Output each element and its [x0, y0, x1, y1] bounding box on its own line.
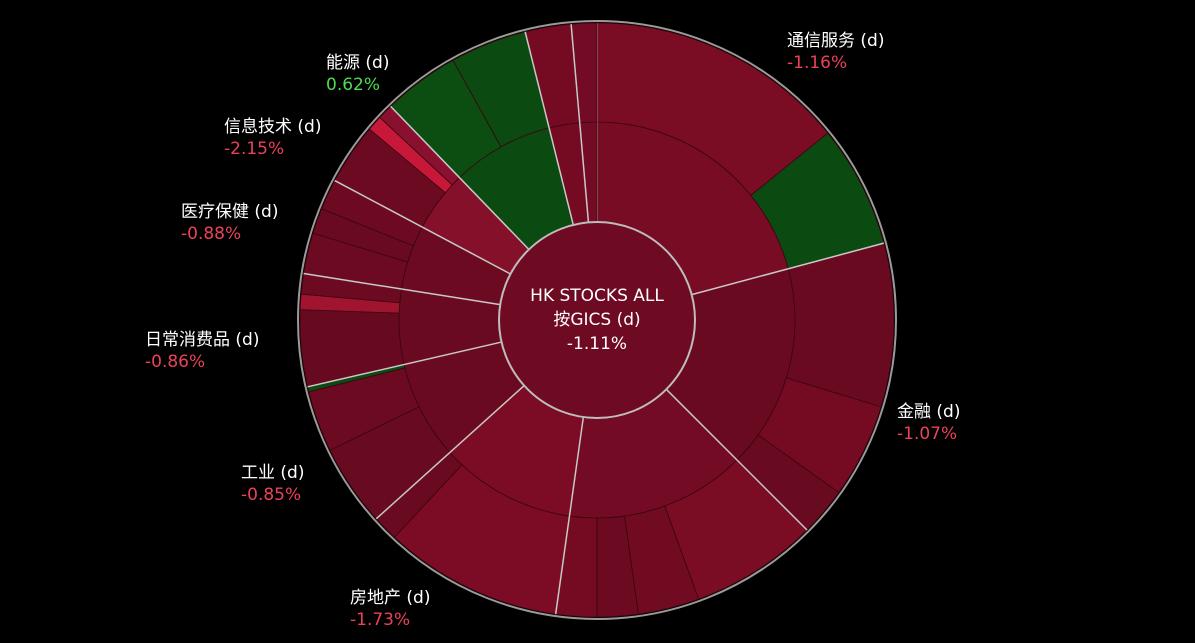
outer-border — [297, 20, 897, 620]
sector-divider — [524, 31, 575, 226]
sector-change: 0.62% — [326, 75, 380, 95]
sector-label: 信息技术 (d) — [224, 117, 321, 137]
sub-wedge — [785, 242, 895, 408]
sector-label: 工业 (d) — [241, 463, 304, 483]
sector-divider — [375, 385, 525, 520]
sector-change: -0.86% — [145, 352, 205, 372]
sector-change: -1.73% — [350, 610, 410, 630]
sector-change: -1.16% — [787, 53, 847, 73]
sector-label: 医疗保健 (d) — [181, 202, 278, 222]
sector-change: -0.88% — [181, 224, 241, 244]
sector-divider — [554, 416, 585, 615]
sector-change: -1.07% — [897, 424, 957, 444]
sector-label: 日常消费品 (d) — [145, 330, 259, 350]
sector-change: -2.15% — [224, 139, 284, 159]
sector-label: 房地产 (d) — [350, 588, 430, 608]
center-disk — [498, 221, 696, 419]
sector-label: 能源 (d) — [326, 53, 389, 73]
wedges — [299, 22, 895, 618]
sector-divider — [307, 341, 502, 388]
center-title: HK STOCKS ALL — [530, 286, 664, 306]
sector-label: 金融 (d) — [897, 402, 960, 422]
sector-label: 通信服务 (d) — [787, 31, 884, 51]
sector-divider — [570, 24, 590, 223]
sector-divider — [303, 272, 501, 306]
center-change: -1.11% — [567, 334, 627, 354]
sector-change: -0.85% — [241, 485, 301, 505]
sector-divider — [691, 242, 885, 296]
sector-divider — [665, 388, 808, 531]
center-subtitle: 按GICS (d) — [553, 310, 640, 330]
sector-divider — [390, 105, 530, 251]
sector-divider — [334, 179, 511, 275]
